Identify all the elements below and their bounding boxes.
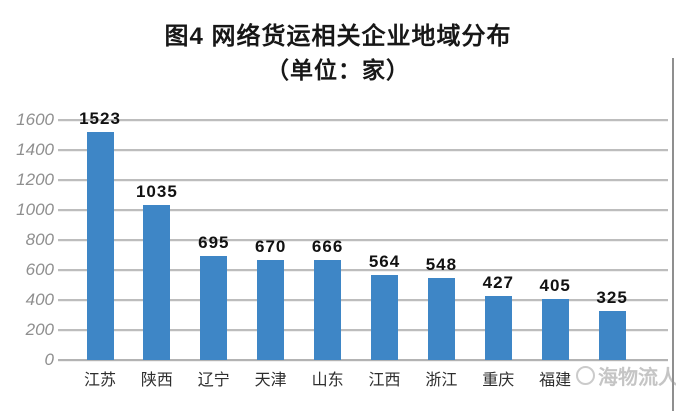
watermark-text: 海物流人 — [598, 367, 676, 389]
category-label: 浙江 — [425, 372, 458, 389]
bar-山东 — [314, 260, 342, 360]
gridline-600 — [58, 269, 668, 271]
gridline-800 — [58, 239, 668, 241]
gridline-400 — [58, 299, 668, 301]
bar-value-label: 405 — [539, 276, 571, 296]
bar-value-label: 670 — [255, 236, 287, 256]
gridline-0 — [58, 359, 668, 361]
bar-value-label: 1035 — [135, 181, 178, 201]
gridline-1200 — [58, 179, 668, 181]
ytick-label-200: 200 — [25, 320, 54, 339]
category-label: 江西 — [368, 372, 401, 389]
right-edge-border — [672, 58, 674, 411]
bar-浙江 — [427, 277, 455, 360]
gridline-1600 — [58, 119, 668, 121]
bar-江西 — [371, 275, 398, 360]
bar-重庆 — [484, 295, 512, 360]
bar-col-10 — [598, 311, 626, 360]
bar-value-label: 1523 — [79, 108, 121, 128]
category-label: 辽宁 — [197, 372, 230, 389]
ytick-label-1400: 1400 — [16, 140, 54, 159]
category-label: 天津 — [254, 372, 287, 389]
bar-value-label: 564 — [368, 252, 401, 272]
bar-陕西 — [143, 204, 171, 360]
bar-辽宁 — [200, 255, 228, 360]
gridline-1000 — [58, 209, 668, 211]
bar-value-label: 666 — [311, 237, 344, 257]
bar-天津 — [257, 259, 285, 360]
gridline-200 — [58, 329, 668, 331]
bar-value-label: 325 — [596, 288, 628, 308]
bar-福建 — [541, 299, 569, 360]
ytick-label-400: 400 — [25, 290, 54, 309]
ytick-label-1000: 1000 — [16, 200, 54, 219]
category-label: 江苏 — [83, 372, 116, 389]
ytick-label-800: 800 — [25, 230, 54, 249]
bar-value-label: 427 — [482, 272, 514, 292]
chart-title: 图4 网络货运相关企业地域分布 — [164, 23, 512, 50]
ytick-label-1600: 1600 — [16, 110, 54, 129]
category-label: 山东 — [311, 372, 344, 389]
bar-江苏 — [86, 131, 114, 360]
bar-value-label: 548 — [425, 254, 458, 274]
bar-value-label: 695 — [198, 232, 230, 252]
ytick-label-1200: 1200 — [16, 170, 54, 189]
gridline-1400 — [58, 149, 668, 151]
watermark: 海物流人 — [576, 361, 676, 390]
ytick-label-600: 600 — [25, 260, 54, 279]
category-label: 陕西 — [140, 372, 173, 389]
category-label: 重庆 — [482, 372, 515, 389]
chart-subtitle: （单位：家） — [266, 57, 410, 83]
category-label: 福建 — [539, 372, 572, 389]
ytick-label-0: 0 — [44, 350, 54, 369]
